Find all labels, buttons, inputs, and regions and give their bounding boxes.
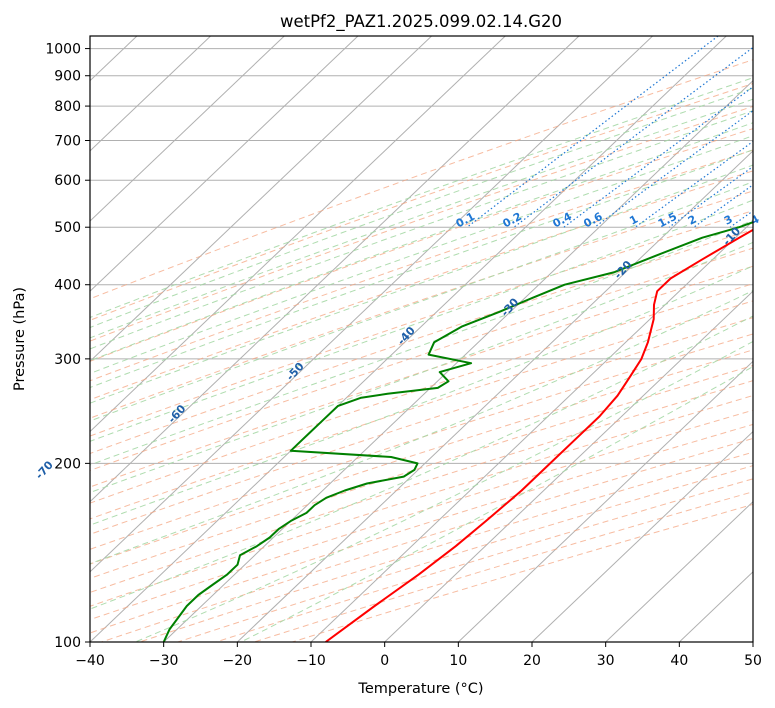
moist-adiabat: [90, 135, 753, 374]
y-axis-label: Pressure (hPa): [12, 287, 28, 391]
isotherm-line: [90, 36, 359, 292]
isotherm-line: [90, 36, 654, 573]
isotherm-line: [90, 36, 286, 222]
dry-adiabat: [90, 317, 753, 535]
y-tick-label: 900: [54, 69, 81, 85]
y-tick-label: 500: [54, 220, 81, 236]
dry-adiabat: [90, 229, 753, 455]
dry-adiabat: [90, 380, 753, 593]
x-tick-label: 10: [449, 653, 467, 669]
y-tick-label: 600: [54, 173, 81, 189]
dry-adiabat: [90, 82, 753, 321]
moist-adiabat: [90, 290, 753, 565]
x-tick-label: −20: [223, 653, 253, 669]
mixing-ratio-line: [513, 46, 753, 228]
mixing-ratio-line: [594, 109, 753, 228]
background-lines: [90, 36, 753, 642]
mixing-ratio-line: [668, 165, 753, 228]
x-tick-label: 20: [523, 653, 541, 669]
moist-adiabat: [90, 98, 753, 339]
dry-adiabat: [90, 170, 753, 401]
mixing-ratio-line: [466, 36, 720, 228]
y-tick-label: 100: [54, 635, 81, 651]
plot-frame: [89, 35, 754, 643]
isotherm-line: [162, 80, 753, 642]
temperature-line: [325, 228, 753, 642]
dry-adiabat: [90, 349, 753, 565]
moist-adiabat: [90, 149, 753, 389]
y-tick-label: 300: [54, 352, 81, 368]
isotherm-line: [236, 150, 753, 642]
x-tick-label: 0: [380, 653, 389, 669]
isotherm-line: [383, 290, 753, 642]
isotherm-line: [604, 500, 753, 642]
x-tick-label: 30: [597, 653, 615, 669]
isotherm-line: [457, 360, 753, 642]
dry-adiabat: [90, 105, 753, 342]
moist-adiabat: [90, 122, 753, 362]
dry-adiabat: [90, 265, 753, 488]
isotherm-line: [531, 430, 753, 642]
y-tick-label: 400: [54, 278, 81, 294]
moist-adiabat: [90, 87, 753, 329]
moist-adiabat: [90, 181, 753, 422]
dry-adiabat: [90, 59, 753, 300]
y-tick-label: 1000: [45, 42, 81, 58]
dry-adiabat: [90, 190, 753, 419]
moist-adiabat: [240, 366, 753, 642]
x-axis-label: Temperature (°C): [357, 681, 483, 697]
y-tick-label: 200: [54, 456, 81, 472]
isotherm-line: [90, 36, 507, 433]
y-tick-label: 800: [54, 99, 81, 115]
isotherm-line: [90, 36, 580, 503]
x-tick-label: 40: [670, 653, 688, 669]
x-tick-label: −30: [149, 653, 179, 669]
x-tick-label: −10: [296, 653, 326, 669]
y-tick-label: 700: [54, 133, 81, 149]
moist-adiabat: [90, 77, 753, 319]
isotherm-line: [90, 36, 212, 152]
dewpoint-line: [162, 221, 753, 642]
chart-title: wetPf2_PAZ1.2025.099.02.14.G20: [280, 12, 562, 32]
moist-adiabat: [90, 219, 753, 466]
x-tick-label: −40: [75, 653, 105, 669]
axes: −40 −30 −20 −10 0 10 20 30 40 50 100 200 300 400 500 60…: [45, 42, 762, 669]
x-tick-label: 50: [744, 653, 762, 669]
data-series: [162, 221, 753, 642]
isotherm-line: [90, 36, 728, 642]
